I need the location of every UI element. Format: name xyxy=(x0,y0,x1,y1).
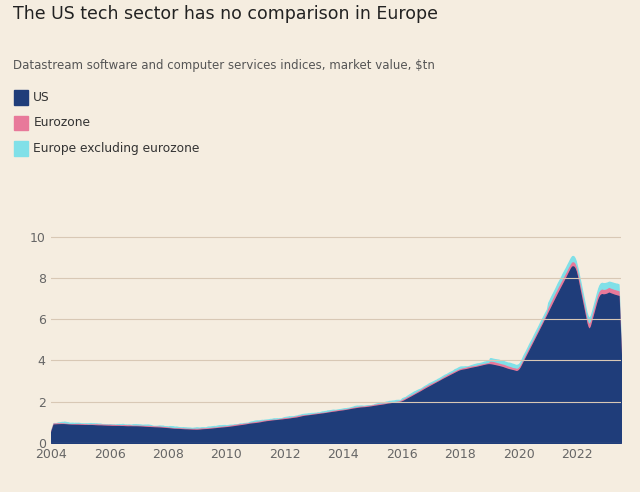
Text: US: US xyxy=(33,91,50,104)
Text: Datastream software and computer services indices, market value, $tn: Datastream software and computer service… xyxy=(13,59,435,72)
Text: The US tech sector has no comparison in Europe: The US tech sector has no comparison in … xyxy=(13,5,438,23)
Text: Europe excluding eurozone: Europe excluding eurozone xyxy=(33,142,200,155)
Text: Eurozone: Eurozone xyxy=(33,117,90,129)
